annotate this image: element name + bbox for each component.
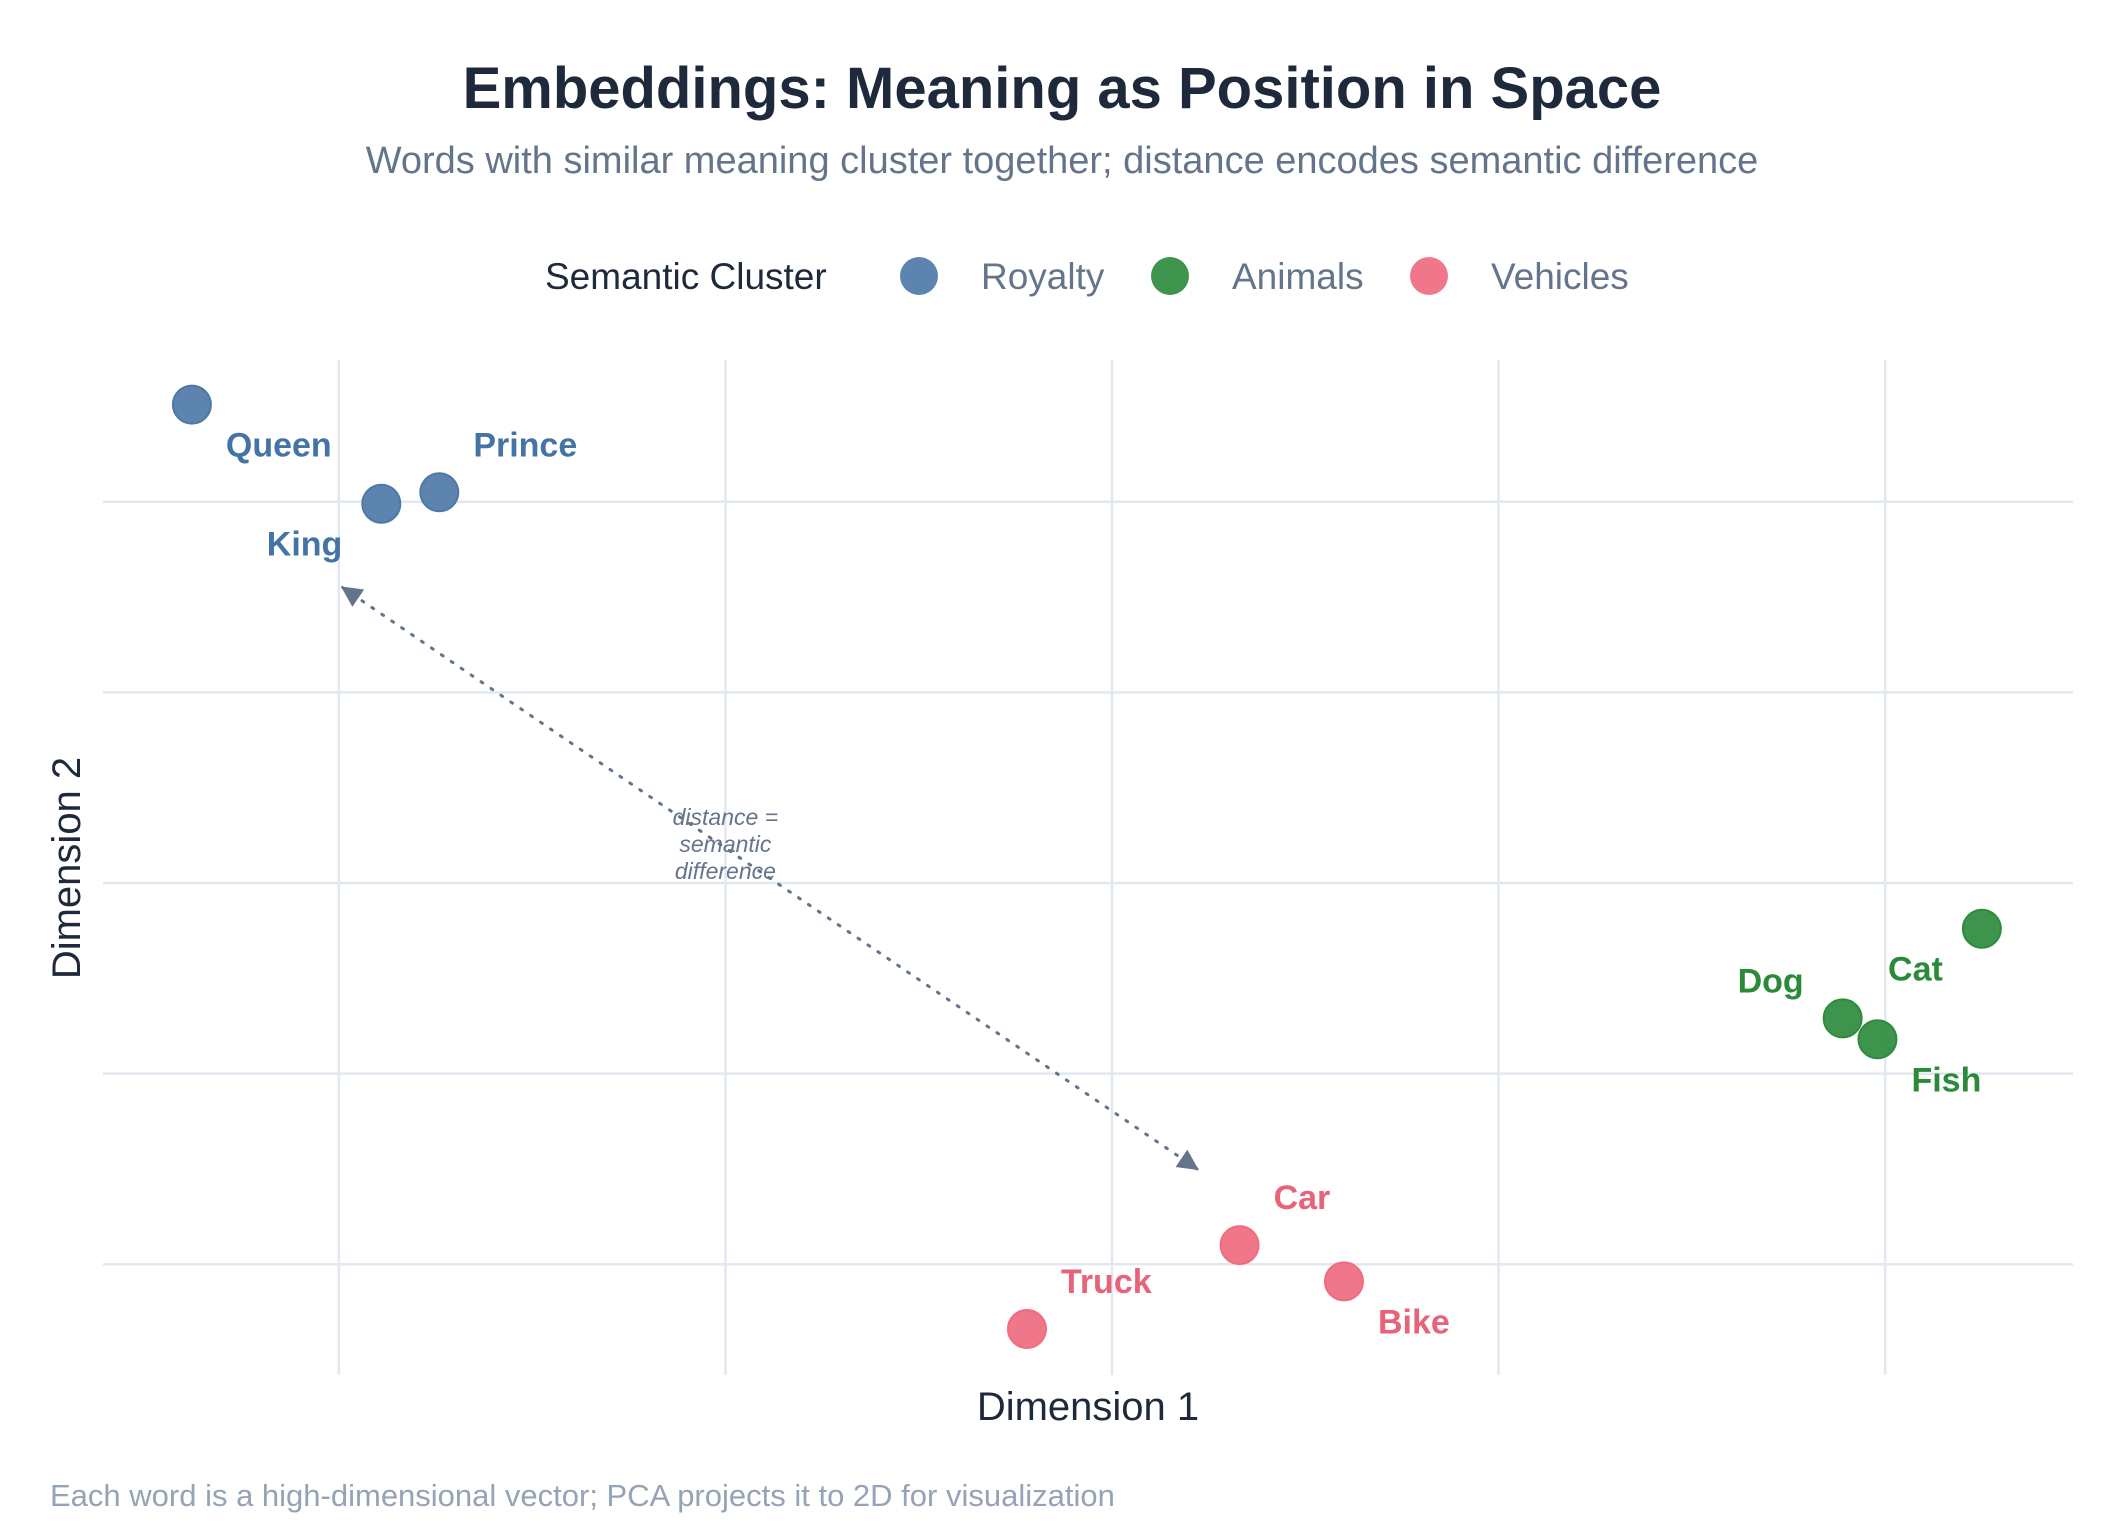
distance-arrow xyxy=(340,586,1199,1171)
point-label-bike: Bike xyxy=(1378,1303,1450,1341)
point-label-car: Car xyxy=(1274,1179,1331,1217)
chart-title: Embeddings: Meaning as Position in Space xyxy=(463,56,1662,121)
point-king[interactable] xyxy=(361,483,402,524)
legend-item-royalty[interactable]: Royalty xyxy=(900,256,1105,297)
annotation-text: difference xyxy=(675,858,776,884)
point-queen[interactable] xyxy=(171,384,212,425)
point-bike[interactable] xyxy=(1323,1261,1364,1302)
point-car[interactable] xyxy=(1219,1225,1260,1266)
point-prince[interactable] xyxy=(419,472,460,513)
legend-item-animals[interactable]: Animals xyxy=(1151,256,1364,297)
point-label-prince: Prince xyxy=(473,426,577,464)
point-label-dog: Dog xyxy=(1738,962,1804,1000)
data-points xyxy=(171,384,2002,1350)
point-fish[interactable] xyxy=(1857,1019,1898,1060)
legend-item-vehicles[interactable]: Vehicles xyxy=(1410,256,1629,297)
point-labels: Queen King Prince Dog Fish Cat Car Bike Truck xyxy=(226,426,1981,1341)
legend-label: Animals xyxy=(1232,256,1364,297)
annotation-text: distance = xyxy=(673,804,779,830)
chart-subtitle: Words with similar meaning cluster toget… xyxy=(366,140,1759,182)
point-label-truck: Truck xyxy=(1061,1263,1152,1301)
chart-caption: Each word is a high-dimensional vector; … xyxy=(50,1478,1115,1513)
legend-title: Semantic Cluster xyxy=(545,256,827,297)
annotation-text: semantic xyxy=(679,831,772,857)
legend-marker xyxy=(1410,257,1448,295)
point-label-king: King xyxy=(267,526,343,564)
y-axis-label: Dimension 2 xyxy=(45,757,89,979)
legend-marker xyxy=(900,257,938,295)
legend: Semantic Cluster Royalty Animals Vehicles xyxy=(545,256,1629,297)
legend-label: Vehicles xyxy=(1491,256,1629,297)
point-cat[interactable] xyxy=(1961,908,2002,949)
point-label-cat: Cat xyxy=(1888,951,1943,989)
point-truck[interactable] xyxy=(1006,1309,1047,1350)
point-label-fish: Fish xyxy=(1911,1061,1981,1099)
legend-label: Royalty xyxy=(981,256,1105,297)
point-dog[interactable] xyxy=(1822,998,1863,1039)
legend-marker xyxy=(1151,257,1189,295)
x-axis-label: Dimension 1 xyxy=(977,1385,1199,1429)
point-label-queen: Queen xyxy=(226,427,332,465)
